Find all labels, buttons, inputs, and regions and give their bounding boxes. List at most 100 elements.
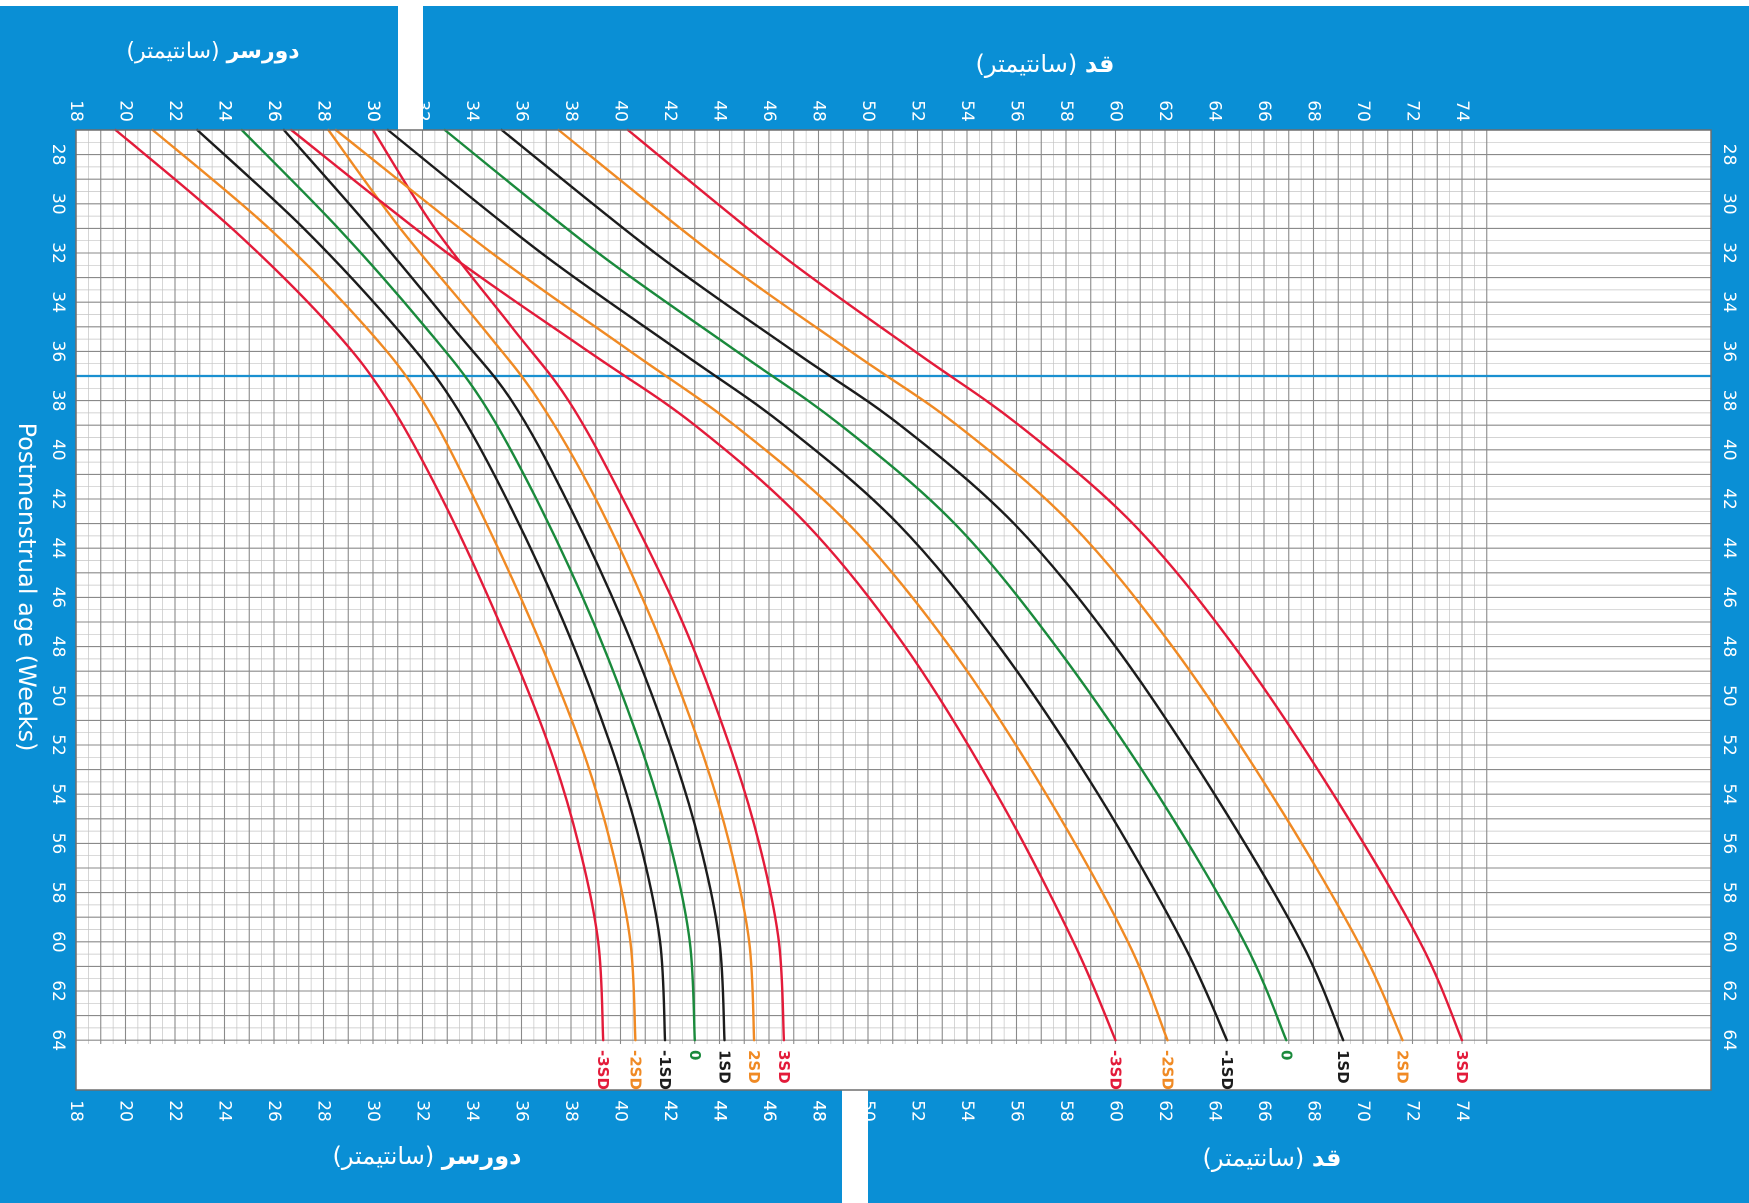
head-label-1SD: 1SD <box>715 1050 733 1084</box>
head-x-tick-top: 20 <box>116 100 136 122</box>
length-x-tick-top: 28 <box>314 100 334 122</box>
y-tick-left: 36 <box>48 341 68 363</box>
head-curve-minus2SD <box>151 128 637 1042</box>
length-curve-0 <box>443 128 1288 1042</box>
head-x-tick-top: 30 <box>363 100 383 122</box>
length-x-tick-top: 72 <box>1403 100 1423 122</box>
y-tick-right: 34 <box>1719 291 1739 313</box>
y-tick-right: 56 <box>1719 833 1739 855</box>
length-x-tick-top: 30 <box>363 100 383 122</box>
head-x-tick-bottom: 48 <box>809 1100 829 1122</box>
length-x-tick-top: 64 <box>1205 100 1225 122</box>
head-label-minus2SD: -2SD <box>626 1050 644 1090</box>
y-tick-left: 28 <box>48 144 68 166</box>
length-label-1SD: 1SD <box>1334 1050 1352 1084</box>
y-tick-left: 32 <box>48 242 68 264</box>
y-tick-left: 54 <box>48 783 68 805</box>
length-x-tick-bottom: 44 <box>710 1100 730 1122</box>
head-x-tick-bottom: 20 <box>116 1100 136 1122</box>
length-x-tick-top: 40 <box>611 100 631 122</box>
length-label-2SD: 2SD <box>1394 1050 1412 1084</box>
length-x-tick-bottom: 42 <box>660 1100 680 1122</box>
length-x-tick-bottom: 68 <box>1304 1100 1324 1122</box>
length-x-tick-bottom: 72 <box>1403 1100 1423 1122</box>
y-tick-right: 46 <box>1719 587 1739 609</box>
head-curve-2SD <box>327 128 756 1042</box>
tick-labels: 18 20 22 24 26 28 30 24 26 28 30 32 34 36 38 40 42 44 46 48… <box>48 100 1739 1122</box>
length-x-tick-top: 68 <box>1304 100 1324 122</box>
length-x-tick-top: 24 <box>215 100 235 122</box>
y-tick-right: 40 <box>1719 439 1739 461</box>
head-x-tick-bottom: 34 <box>462 1100 482 1122</box>
head-x-tick-top: 28 <box>314 100 334 122</box>
head-curve-1SD <box>282 128 726 1042</box>
length-x-tick-top: 48 <box>809 100 829 122</box>
length-x-tick-bottom: 58 <box>1056 1100 1076 1122</box>
head-x-tick-top: 18 <box>66 100 86 122</box>
length-x-tick-top: 54 <box>957 100 977 122</box>
panel-length-top <box>423 6 1749 130</box>
head-x-tick-bottom: 26 <box>264 1100 284 1122</box>
length-curve-3SD <box>626 128 1464 1042</box>
length-x-tick-bottom: 70 <box>1353 1100 1373 1122</box>
head-label-3SD: 3SD <box>775 1050 793 1084</box>
head-x-tick-bottom: 28 <box>314 1100 334 1122</box>
panel-head-bottom <box>0 1090 842 1203</box>
y-tick-left: 34 <box>48 291 68 313</box>
length-x-tick-top: 74 <box>1452 100 1472 122</box>
y-tick-left: 46 <box>48 587 68 609</box>
head-label-2SD: 2SD <box>745 1050 763 1084</box>
length-top-title: قد (سانتیمتر) <box>976 50 1115 78</box>
y-tick-left: 40 <box>48 439 68 461</box>
head-x-tick-bottom: 44 <box>710 1100 730 1122</box>
head-label-0: 0 <box>686 1050 704 1060</box>
length-label-minus2SD: -2SD <box>1158 1050 1176 1090</box>
length-x-tick-bottom: 62 <box>1155 1100 1175 1122</box>
y-tick-left: 56 <box>48 833 68 855</box>
head-x-tick-top: 24 <box>215 100 235 122</box>
head-curve-0 <box>240 128 696 1042</box>
plot-border <box>75 129 1712 1091</box>
head-x-tick-top: 26 <box>264 100 284 122</box>
length-x-tick-top: 50 <box>858 100 878 122</box>
plot-area: -3SD -2SD -1SD 0 1SD 2SD 3SD -3SD -2SD -1SD 0 1SD 2S… <box>75 128 1712 1091</box>
length-x-tick-top: 42 <box>660 100 680 122</box>
length-x-tick-bottom: 54 <box>957 1100 977 1122</box>
y-tick-left: 50 <box>48 685 68 707</box>
panel-left <box>0 130 76 1090</box>
length-x-tick-top: 38 <box>561 100 581 122</box>
length-x-tick-top: 26 <box>264 100 284 122</box>
y-tick-right: 32 <box>1719 242 1739 264</box>
length-x-tick-bottom: 56 <box>1007 1100 1027 1122</box>
head-label-minus3SD: -3SD <box>594 1050 612 1090</box>
head-curve-3SD <box>371 128 786 1042</box>
y-tick-right: 64 <box>1719 1029 1739 1051</box>
length-x-tick-top: 32 <box>413 100 433 122</box>
y-tick-right: 30 <box>1719 193 1739 215</box>
length-x-tick-bottom: 50 <box>858 1100 878 1122</box>
length-x-tick-top: 60 <box>1106 100 1126 122</box>
head-x-tick-bottom: 32 <box>413 1100 433 1122</box>
y-tick-right: 44 <box>1719 537 1739 559</box>
head-x-tick-bottom: 22 <box>165 1100 185 1122</box>
head-curve-minus1SD <box>196 128 667 1042</box>
length-curve-1SD <box>500 128 1345 1042</box>
head-x-tick-bottom: 40 <box>611 1100 631 1122</box>
length-curve-2SD <box>557 128 1404 1042</box>
head-x-tick-bottom: 24 <box>215 1100 235 1122</box>
y-tick-right: 62 <box>1719 980 1739 1002</box>
head-x-tick-bottom: 36 <box>512 1100 532 1122</box>
head-circumference-bottom-title: دورسر (سانتیمتر) <box>333 1142 522 1170</box>
length-x-tick-top: 62 <box>1155 100 1175 122</box>
panel-head-top <box>0 6 398 130</box>
length-x-tick-bottom: 48 <box>809 1100 829 1122</box>
length-x-tick-bottom: 66 <box>1254 1100 1274 1122</box>
length-x-tick-top: 66 <box>1254 100 1274 122</box>
head-circumference-top-title: دورسر (سانتیمتر) <box>126 39 299 64</box>
y-tick-right: 58 <box>1719 882 1739 904</box>
length-label-minus3SD: -3SD <box>1107 1050 1125 1090</box>
length-x-tick-bottom: 60 <box>1106 1100 1126 1122</box>
length-curve-minus3SD <box>290 128 1117 1042</box>
head-x-tick-bottom: 38 <box>561 1100 581 1122</box>
